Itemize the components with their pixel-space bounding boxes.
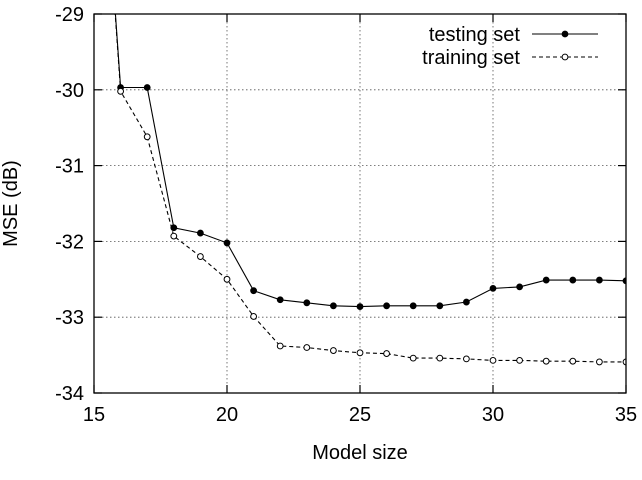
data-point xyxy=(250,287,258,295)
y-tick-label: -32 xyxy=(55,231,84,253)
x-axis-label: Model size xyxy=(312,442,408,464)
x-tick-label: 15 xyxy=(83,404,105,426)
data-point xyxy=(223,275,231,283)
data-point xyxy=(143,133,151,141)
data-point xyxy=(170,224,178,232)
legend-label: training set xyxy=(422,47,520,69)
legend-marker xyxy=(561,30,569,38)
data-point xyxy=(596,276,603,284)
data-point xyxy=(303,344,311,351)
data-point xyxy=(516,283,523,291)
tick-labels: 15 20 25 30 35 -34 -33 -32 -31 -30 -29 xyxy=(55,4,637,426)
y-tick-label: -31 xyxy=(55,156,84,178)
ticks xyxy=(93,13,627,394)
data-point xyxy=(276,342,284,350)
data-point xyxy=(542,276,550,284)
x-tick-label: 25 xyxy=(349,404,371,426)
y-tick-label: -33 xyxy=(55,307,84,329)
y-tick-label: -34 xyxy=(55,383,84,405)
data-point xyxy=(489,284,497,292)
data-point xyxy=(250,313,258,320)
data-point xyxy=(409,354,417,362)
data-point xyxy=(330,347,337,354)
data-point xyxy=(383,350,391,357)
y-axis-label: MSE (dB) xyxy=(0,160,22,247)
data-point xyxy=(197,253,204,260)
data-point xyxy=(303,299,311,307)
x-tick-label: 30 xyxy=(482,404,504,426)
data-point xyxy=(596,358,603,366)
data-point xyxy=(489,357,497,364)
grid xyxy=(94,14,626,393)
data-point xyxy=(409,302,417,310)
data-point xyxy=(569,357,577,365)
data-point xyxy=(356,349,364,357)
series-line xyxy=(114,14,626,308)
series-layer xyxy=(114,14,626,366)
data-point xyxy=(383,302,391,310)
data-point xyxy=(542,357,550,365)
series-testing-set xyxy=(114,14,626,310)
y-tick-label: -29 xyxy=(55,4,84,26)
data-point xyxy=(117,87,124,95)
data-point xyxy=(569,276,577,284)
x-tick-label: 20 xyxy=(216,404,238,426)
y-tick-label: -30 xyxy=(55,80,84,102)
x-tick-label: 35 xyxy=(615,404,637,426)
legend-marker xyxy=(561,53,569,61)
data-point xyxy=(463,298,470,306)
data-point xyxy=(143,84,151,91)
data-point xyxy=(356,303,364,310)
data-point xyxy=(197,229,204,237)
legend-label: testing set xyxy=(429,24,521,46)
data-point xyxy=(436,354,444,362)
data-point xyxy=(330,302,337,310)
data-point xyxy=(276,296,284,304)
data-point xyxy=(223,239,231,247)
data-point xyxy=(516,357,523,364)
series-training-set xyxy=(114,14,626,366)
data-point xyxy=(170,232,178,240)
data-point xyxy=(463,355,470,363)
data-point xyxy=(436,302,444,310)
